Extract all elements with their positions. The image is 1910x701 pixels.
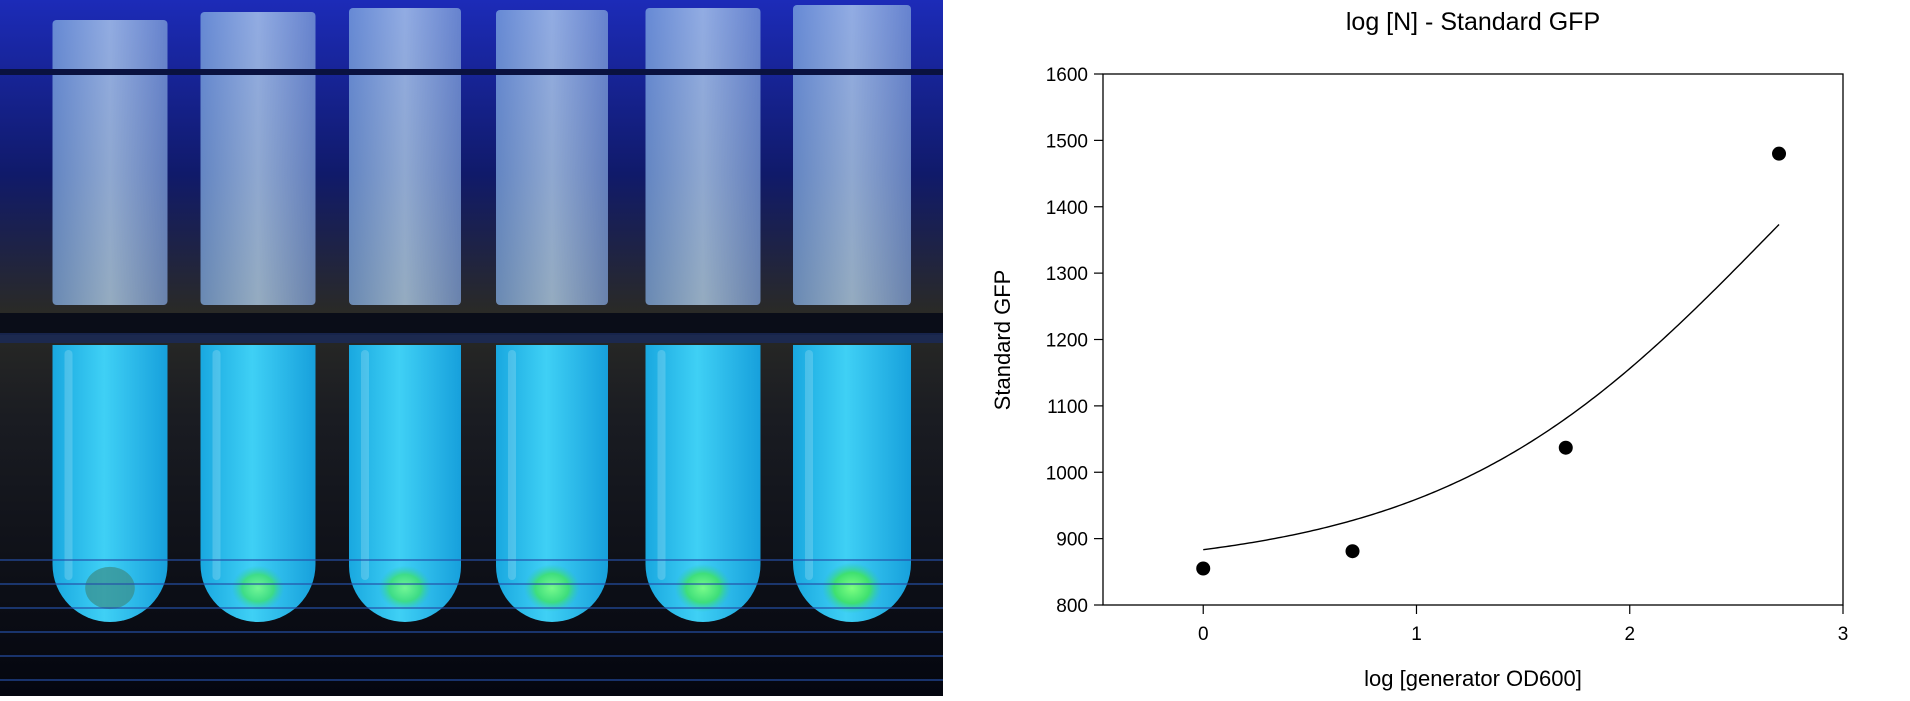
data-points bbox=[1196, 146, 1787, 576]
tube-upper bbox=[349, 8, 461, 305]
cell-pellet bbox=[822, 562, 882, 614]
data-point bbox=[1196, 561, 1211, 576]
tube-upper bbox=[645, 8, 761, 305]
y-tick-label: 1400 bbox=[1046, 198, 1088, 219]
tube-fluorescent-lower bbox=[645, 345, 761, 622]
tubes-group bbox=[52, 5, 911, 622]
tube-upper bbox=[52, 20, 168, 305]
tube-fluorescent-lower bbox=[793, 345, 911, 622]
x-tick-label: 3 bbox=[1838, 624, 1849, 645]
plot-area-frame bbox=[1102, 73, 1844, 606]
data-point bbox=[1345, 544, 1360, 559]
rack-rail-top bbox=[0, 313, 943, 335]
x-tick-label: 2 bbox=[1624, 624, 1635, 645]
tube-highlight bbox=[657, 350, 666, 580]
tube-highlight bbox=[64, 350, 73, 580]
cell-pellet bbox=[378, 565, 432, 611]
y-tick-label: 1200 bbox=[1046, 331, 1088, 352]
cell-pellet bbox=[524, 564, 580, 612]
tube-highlight bbox=[212, 350, 221, 580]
cell-pellet bbox=[674, 563, 732, 613]
cell-pellet bbox=[85, 566, 135, 610]
y-tick-label: 1600 bbox=[1046, 65, 1088, 86]
cell-pellet bbox=[231, 565, 285, 611]
tube-highlight bbox=[508, 350, 516, 580]
data-point bbox=[1772, 146, 1787, 161]
tube-fluorescent-lower bbox=[52, 345, 168, 622]
x-axis: 0 1 2 3 bbox=[1198, 605, 1848, 645]
y-tick-label: 1000 bbox=[1046, 463, 1088, 484]
x-tick-label: 0 bbox=[1198, 624, 1209, 645]
rack-group bbox=[0, 69, 943, 681]
chart-panel: log [N] - Standard GFP 800 900 1000 1100 120… bbox=[943, 0, 1910, 696]
y-axis: 800 900 1000 1100 1200 1300 1400 1500 1600 bbox=[1046, 65, 1103, 617]
y-tick-label: 1100 bbox=[1047, 397, 1088, 418]
chart-title: log [N] - Standard GFP bbox=[1346, 8, 1600, 36]
tube-upper bbox=[793, 5, 911, 305]
y-axis-label: Standard GFP bbox=[990, 270, 1015, 411]
tube-fluorescent-lower bbox=[349, 345, 461, 622]
y-tick-label: 900 bbox=[1056, 530, 1088, 551]
tube-highlight bbox=[361, 350, 369, 580]
x-axis-label: log [generator OD600] bbox=[1364, 666, 1582, 691]
tube-upper bbox=[496, 10, 608, 305]
x-tick-label: 1 bbox=[1411, 624, 1422, 645]
gfp-chart: log [N] - Standard GFP 80090010001100120… bbox=[990, 8, 1848, 691]
y-tick-label: 800 bbox=[1056, 596, 1088, 617]
tube-fluorescent-lower bbox=[496, 345, 608, 622]
rack-rail-shadow bbox=[0, 333, 943, 343]
tube-highlight bbox=[805, 350, 813, 580]
fit-curve bbox=[1203, 223, 1780, 551]
y-tick-label: 1300 bbox=[1046, 264, 1088, 285]
tube-fluorescent-lower bbox=[200, 345, 316, 622]
culture-tubes-image bbox=[0, 0, 943, 696]
data-point bbox=[1558, 440, 1573, 455]
y-tick-label: 1500 bbox=[1046, 131, 1088, 152]
tube-upper bbox=[200, 12, 316, 305]
fluorescence-photo bbox=[0, 0, 943, 696]
